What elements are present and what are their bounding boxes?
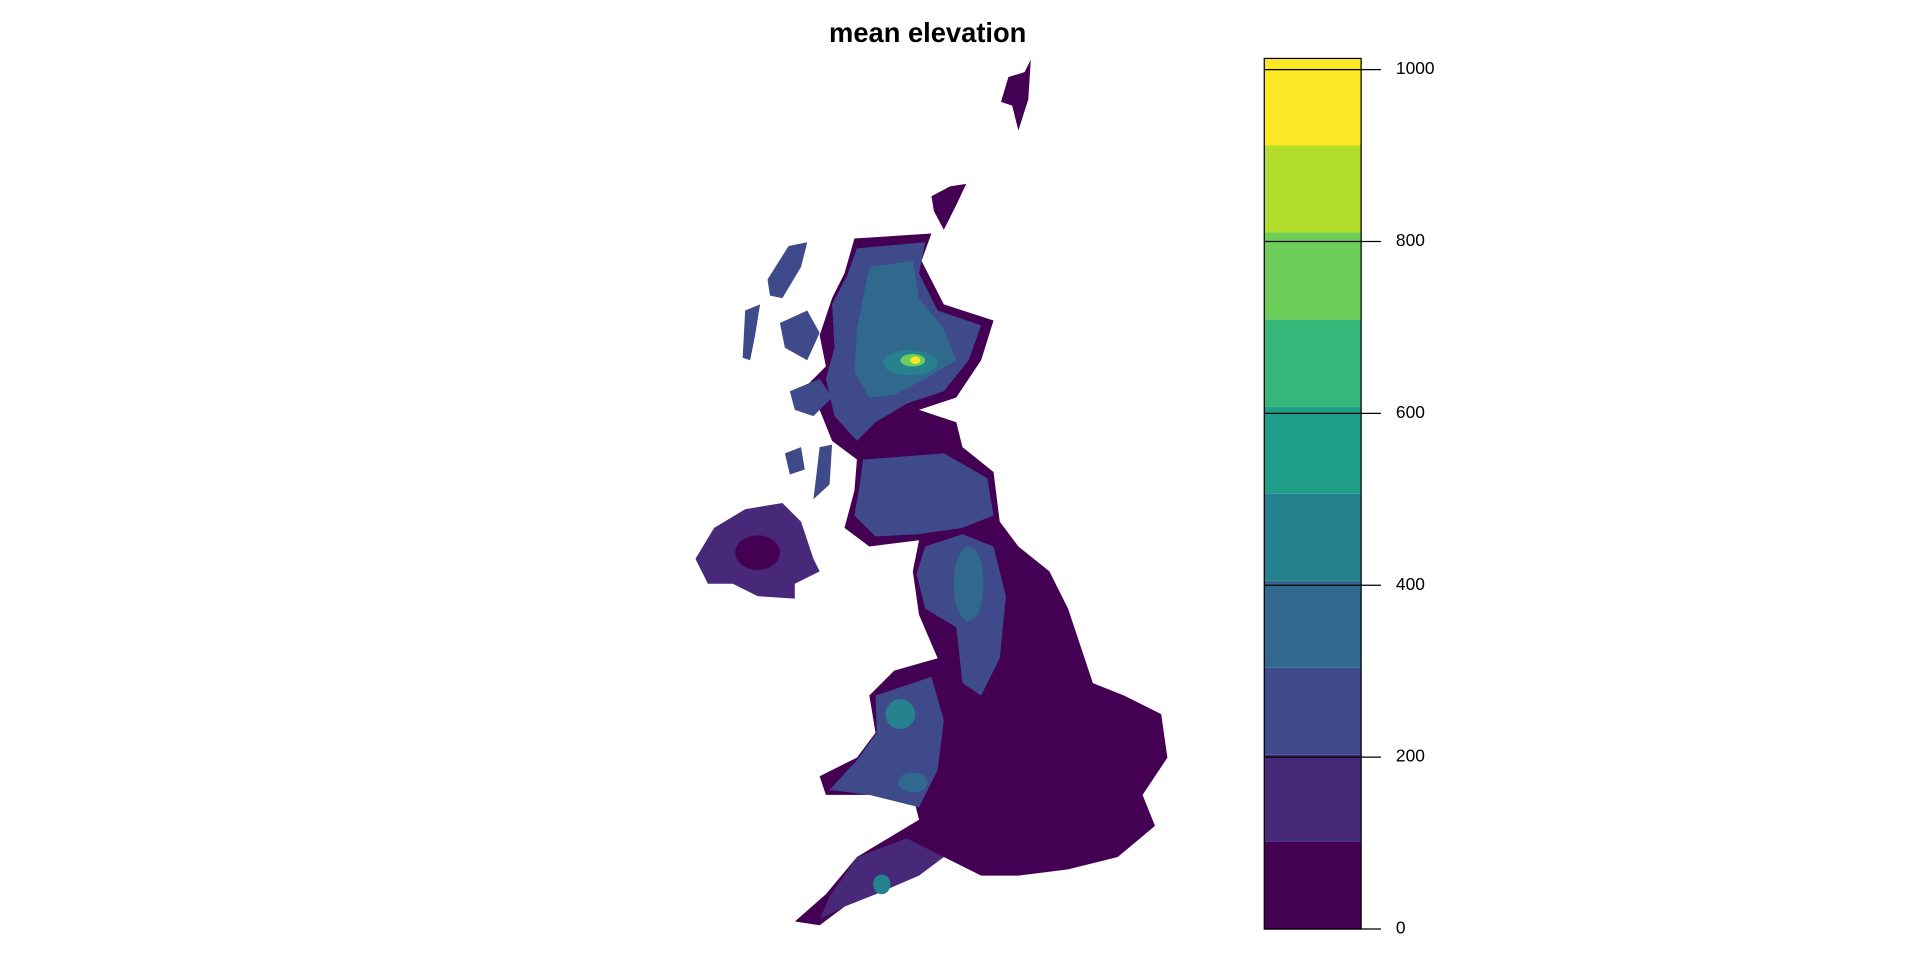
legend-tick-label: 800 [1396, 230, 1425, 250]
mull [789, 378, 833, 417]
cairngorms-top [910, 356, 921, 364]
pennines-high [953, 546, 984, 622]
kintyre [813, 444, 833, 500]
legend-bin [1264, 319, 1362, 407]
snowdonia [885, 699, 916, 730]
wales [829, 676, 944, 808]
legend-tick-label: 0 [1396, 918, 1406, 938]
southern-uplands [854, 453, 994, 537]
legend-bin [1264, 841, 1362, 930]
legend-bin [1264, 754, 1362, 842]
elevation-raster [695, 59, 1168, 926]
legend-tick-label: 200 [1396, 746, 1425, 766]
skye [779, 310, 820, 361]
lewis [767, 242, 808, 299]
legend-bin [1264, 667, 1362, 755]
legend-tick-label: 400 [1396, 574, 1425, 594]
dartmoor [873, 874, 891, 895]
map-title: mean elevation [829, 17, 1026, 48]
legend-tick-label: 600 [1396, 402, 1425, 422]
legend-bin [1264, 580, 1362, 668]
legend-bin [1264, 145, 1362, 233]
uists [742, 304, 761, 361]
legend-bin [1264, 493, 1362, 581]
legend: 0 200 400 600 800 1000 [1263, 57, 1435, 938]
orkney [931, 183, 967, 230]
legend-bin [1264, 58, 1362, 146]
brecon [897, 772, 928, 793]
legend-bin [1264, 232, 1362, 320]
ni-highland [735, 535, 780, 571]
shetland [1000, 59, 1031, 131]
legend-tick-label: 1000 [1396, 58, 1435, 78]
islay [784, 447, 805, 475]
legend-bin [1264, 406, 1362, 494]
